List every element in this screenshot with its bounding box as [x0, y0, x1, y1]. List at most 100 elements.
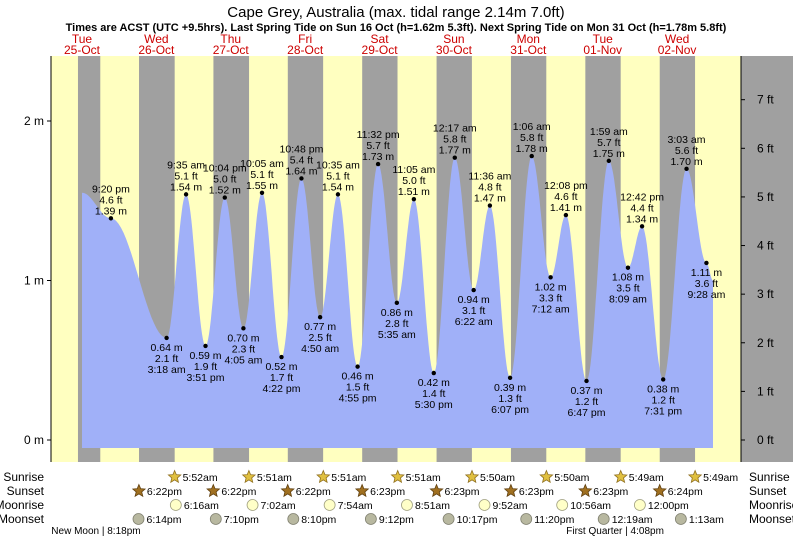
astro-legend: SunriseSunriseSunsetSunsetMoonriseMoonri… — [0, 469, 793, 537]
tide-height-ft: 1.3 ft — [498, 393, 521, 405]
tide-height-ft: 3.1 ft — [462, 305, 485, 317]
high-tide-label: 10:35 am5.1 ft1.54 m — [316, 159, 360, 193]
y-tick-label-ft: 4 ft — [757, 239, 774, 253]
moonrise-icon — [556, 499, 569, 511]
tide-height-ft: 4.6 ft — [554, 191, 577, 203]
tide-time: 3:51 pm — [187, 372, 225, 384]
tide-height-ft: 5.7 ft — [597, 137, 620, 149]
moonset-icon — [674, 513, 687, 525]
tide-height-ft: 4.8 ft — [478, 182, 501, 194]
tide-height-ft: 5.1 ft — [250, 169, 273, 181]
tide-area — [82, 156, 713, 448]
moon-phase-label: New Moon | 8:18pm — [51, 526, 140, 537]
tide-point — [299, 176, 304, 181]
sunrise-time: 5:51am — [331, 472, 366, 484]
tide-point — [684, 166, 689, 172]
tide-time: 12:17 am — [433, 123, 477, 135]
sunrise-time: 5:50am — [554, 472, 589, 484]
low-tide-label: 0.64 m2.1 ft3:18 am — [148, 342, 186, 376]
tide-height-ft: 2.1 ft — [155, 353, 178, 365]
moonset-time: 9:12pm — [379, 514, 414, 526]
y-tick-label-m: 0 m — [24, 433, 44, 447]
moonrise-icon — [323, 499, 336, 511]
day-name: Wed — [144, 32, 168, 46]
tide-height-ft: 1.2 ft — [652, 394, 675, 406]
low-tide-label: 1.11 m3.6 ft9:28 am — [687, 267, 725, 301]
moonset-time: 1:13am — [689, 514, 724, 526]
tide-time: 3:18 am — [148, 364, 186, 376]
sunset-icon — [503, 483, 519, 498]
moonset-time: 11:20pm — [534, 514, 574, 526]
y-tick-label-ft: 6 ft — [757, 141, 774, 155]
moonset-icon — [209, 513, 222, 525]
tide-height-m: 1.47 m — [474, 193, 506, 205]
sunrise-time: 5:51am — [257, 472, 292, 484]
low-tide-label: 0.70 m2.3 ft4:05 am — [224, 332, 262, 366]
sunset-icon — [131, 483, 147, 498]
tide-time: 6:47 pm — [568, 407, 606, 419]
tide-height-m: 0.46 m — [342, 371, 374, 383]
day-date: 25-Oct — [64, 43, 101, 57]
tide-point — [335, 192, 341, 197]
tide-time: 4:05 am — [224, 354, 262, 366]
tide-height-m: 1.73 m — [362, 151, 394, 163]
tide-height-ft: 1.9 ft — [194, 361, 217, 373]
low-tide-label: 0.94 m3.1 ft6:22 am — [455, 294, 493, 328]
y-tick-label-m: 2 m — [24, 114, 44, 128]
y-tick-label-ft: 0 ft — [757, 433, 774, 447]
moonrise-icon — [633, 499, 646, 511]
tide-point — [317, 314, 323, 320]
tide-time: 1:59 am — [590, 126, 628, 138]
moonset-time: 12:19am — [612, 514, 653, 526]
day-date: 31-Oct — [510, 43, 547, 57]
day-date: 28-Oct — [287, 43, 324, 57]
tide-time: 10:48 pm — [280, 143, 324, 155]
sunrise-icon — [390, 469, 405, 484]
moonrise-icon — [401, 499, 413, 511]
tide-point — [222, 195, 227, 200]
day-name: Sat — [371, 32, 390, 46]
tide-time: 4:22 pm — [263, 383, 301, 395]
tide-point — [411, 196, 417, 202]
low-tide-label: 0.39 m1.3 ft6:07 pm — [491, 382, 529, 416]
sunset-time: 6:23pm — [445, 486, 480, 498]
plot-area: 0 m 1 m 2 m 0 ft 1 ft 2 ft 3 ft 4 ft 5 ft 6 ft 7 f… — [24, 56, 793, 462]
moonset-icon — [520, 513, 533, 525]
tide-time: 9:20 pm — [92, 183, 130, 195]
high-tide-label: 9:35 am5.1 ft1.54 m — [167, 159, 205, 193]
sunrise-time: 5:50am — [480, 472, 515, 484]
tide-height-ft: 3.5 ft — [616, 283, 639, 295]
low-tide-label: 1.02 m3.3 ft7:12 am — [532, 281, 570, 315]
day-name: Tue — [72, 32, 93, 46]
tide-height-m: 1.39 m — [95, 205, 127, 217]
day-name: Wed — [665, 32, 689, 46]
tide-height-m: 1.02 m — [535, 281, 567, 293]
moonrise-time: 12:00pm — [648, 500, 689, 512]
tide-height-ft: 5.0 ft — [213, 174, 236, 186]
day-date: 30-Oct — [436, 43, 473, 57]
tide-height-m: 1.11 m — [691, 267, 723, 279]
moonrise-time: 10:56am — [570, 500, 611, 512]
y-tick-label-ft: 2 ft — [757, 336, 774, 350]
legend-label-left: Sunrise — [3, 470, 44, 484]
tide-time: 5:30 pm — [415, 399, 453, 411]
high-tide-label: 10:48 pm5.4 ft1.64 m — [280, 143, 324, 177]
moonrise-icon — [478, 499, 491, 511]
sunset-time: 6:23pm — [593, 486, 628, 498]
moonset-time: 7:10pm — [224, 514, 259, 526]
tide-point — [241, 326, 246, 331]
sunrise-icon — [316, 469, 331, 484]
moonrise-icon — [246, 499, 259, 511]
legend-label-left: Moonrise — [0, 498, 44, 512]
tide-time: 11:36 am — [468, 171, 511, 183]
y-tick-label-ft: 3 ft — [757, 287, 774, 301]
tide-height-m: 1.34 m — [626, 213, 658, 225]
tide-time: 1:06 am — [513, 121, 551, 133]
day-name: Thu — [220, 32, 241, 46]
tide-point — [394, 300, 400, 306]
tide-height-m: 0.64 m — [151, 342, 183, 354]
high-tide-label: 12:08 pm4.6 ft1.41 m — [544, 180, 588, 214]
tide-height-m: 1.51 m — [398, 186, 430, 198]
tide-point — [625, 265, 631, 270]
tide-point — [584, 378, 589, 384]
